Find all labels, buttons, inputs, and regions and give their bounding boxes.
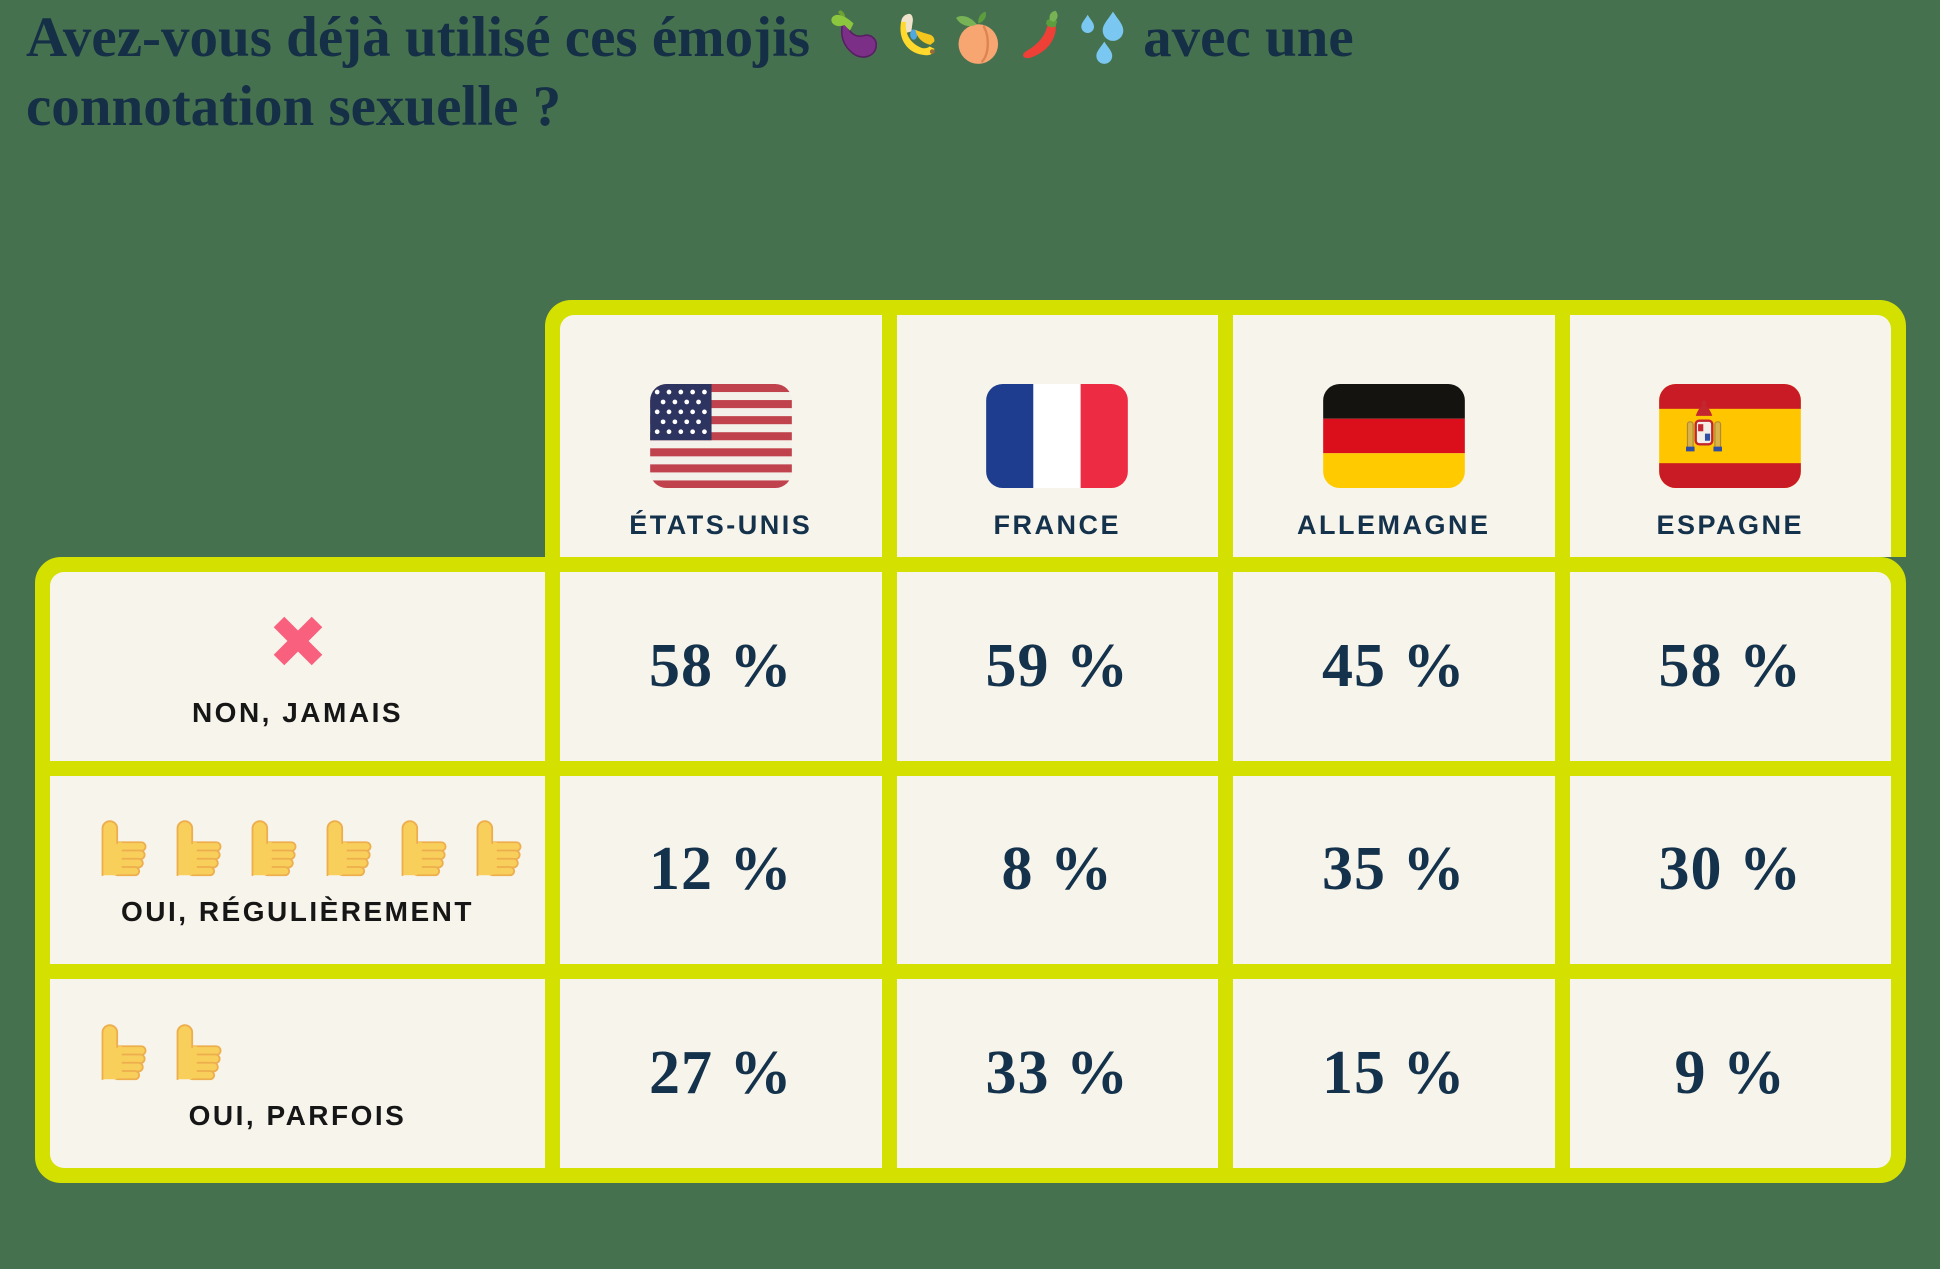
value-oui-regulierement-espagne: 30 % [1569,775,1891,965]
peach-emoji [949,10,1006,67]
column-label: ESPAGNE [1656,510,1805,540]
column-header-espagne: ESPAGNE [1569,315,1891,557]
table-header: ÉTATS-UNIS FRANCE ALLEMAGNE ESPAGNE [545,300,1906,557]
sweat-droplets-emoji [1075,10,1132,67]
column-label: ÉTATS-UNIS [629,510,813,540]
thumbs-up-icon [161,812,227,878]
thumbs-up-icon [161,1016,227,1082]
value-oui-regulierement-france: 8 % [896,775,1218,965]
us-flag-icon [650,384,792,488]
value-oui-parfois-espagne: 9 % [1569,979,1891,1168]
thumbs-up-icon [386,812,452,878]
row-icons [50,1016,545,1082]
title-part3: connotation sexuelle ? [26,74,562,138]
thumbs-up-icon [311,812,377,878]
column-header-france: FRANCE [896,315,1218,557]
banana-emoji [886,10,943,67]
value-oui-regulierement-etats-unis: 12 % [560,775,882,965]
column-label: FRANCE [993,510,1121,540]
eggplant-emoji [823,10,880,67]
thumbs-up-icon [461,812,527,878]
thumbs-up-icon [86,1016,152,1082]
value-oui-regulierement-allemagne: 35 % [1233,775,1555,965]
value-oui-parfois-allemagne: 15 % [1233,979,1555,1168]
value-non-jamais-espagne: 58 % [1569,572,1891,761]
row-icons [50,812,545,878]
column-header-etats-unis: ÉTATS-UNIS [560,315,882,557]
data-table: NON, JAMAIS 58 % 59 % 45 % 58 % OUI, RÉG… [35,557,1906,1183]
germany-flag-icon [1323,384,1465,488]
cross-mark-icon [260,603,336,679]
france-flag-icon [986,384,1128,488]
row-label: NON, JAMAIS [191,697,404,729]
row-header-non-jamais: NON, JAMAIS [50,572,545,761]
value-non-jamais-allemagne: 45 % [1233,572,1555,761]
page-title: Avez-vous déjà utilisé ces émojis avec un… [26,4,1586,142]
row-header-oui-regulierement: OUI, RÉGULIÈREMENT [50,775,545,965]
value-non-jamais-france: 59 % [896,572,1218,761]
spain-flag-icon [1659,384,1801,488]
chili-pepper-emoji [1012,10,1069,67]
column-label: ALLEMAGNE [1297,510,1491,540]
thumbs-up-icon [236,812,302,878]
value-oui-parfois-etats-unis: 27 % [560,979,882,1168]
title-part2: avec une [1143,6,1354,69]
thumbs-up-icon [86,812,152,878]
title-part1: Avez-vous déjà utilisé ces émojis [26,6,811,69]
column-header-allemagne: ALLEMAGNE [1233,315,1555,557]
row-header-oui-parfois: OUI, PARFOIS [50,979,545,1168]
row-icons [50,603,545,679]
row-label: OUI, RÉGULIÈREMENT [120,895,474,927]
title-emoji-group [820,6,1135,69]
value-non-jamais-etats-unis: 58 % [560,572,882,761]
value-oui-parfois-france: 33 % [896,979,1218,1168]
row-label: OUI, PARFOIS [188,1099,407,1131]
